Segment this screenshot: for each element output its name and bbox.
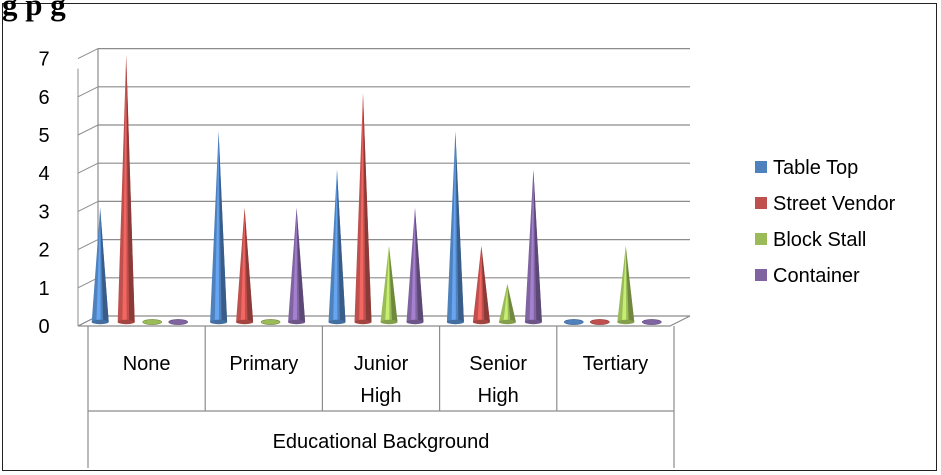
gridline-side-3 [78, 201, 98, 211]
cone-block-stall-tertiary [617, 246, 634, 325]
cone-container-junior-high-base [407, 320, 424, 324]
y-tick-label-4: 4 [38, 163, 49, 185]
legend-label-table-top: Table Top [773, 157, 858, 179]
cone-container-primary-base [288, 320, 305, 324]
legend-swatch-block-stall [755, 233, 767, 245]
cone-container-senior-high-base [525, 320, 542, 324]
cone-street-vendor-none-base [118, 320, 135, 324]
category-label-senior-high-line-2: High [478, 385, 519, 407]
legend-label-block-stall: Block Stall [773, 229, 866, 251]
legend-swatch-container [755, 269, 767, 281]
y-tick-label-5: 5 [38, 125, 49, 147]
cone-street-vendor-junior-high-base [355, 320, 372, 324]
cone-street-vendor-junior-high [355, 93, 372, 324]
cone-street-vendor-tertiary [590, 319, 609, 324]
cone-table-top-tertiary [564, 319, 583, 324]
legend-label-street-vendor: Street Vendor [773, 193, 895, 215]
y-tick-label-7: 7 [38, 49, 49, 71]
category-label-junior-high-line-2: High [360, 385, 401, 407]
cone-container-junior-high [407, 207, 424, 324]
y-tick-label-6: 6 [38, 87, 49, 109]
cone-street-vendor-senior-high-base [473, 320, 490, 324]
category-label-senior-high-line-1: Senior [469, 353, 527, 375]
cone-container-senior-high [525, 169, 542, 324]
cone-block-stall-junior-high-base [381, 320, 398, 324]
gridline-side-6 [78, 87, 98, 97]
cone-table-top-primary-base [210, 320, 227, 324]
cone-container-primary [288, 207, 305, 324]
legend-label-container: Container [773, 265, 860, 287]
legend-swatch-table-top [755, 161, 767, 173]
cone-street-vendor-primary [236, 207, 253, 324]
cone-block-stall-none [143, 319, 162, 324]
cone-container-tertiary [642, 319, 661, 324]
cone-street-vendor-none [118, 55, 135, 325]
cone-block-stall-junior-high [381, 246, 398, 325]
cone-table-top-primary [210, 131, 227, 324]
legend-item-container: Container [755, 264, 935, 288]
cone-table-top-none-base [92, 320, 109, 324]
y-tick-label-2: 2 [38, 240, 49, 262]
cone-block-stall-senior-high-base [499, 320, 516, 324]
cone-table-top-junior-high-base [329, 320, 346, 324]
cone-table-top-senior-high-base [447, 320, 464, 324]
cone-street-vendor-senior-high [473, 246, 490, 325]
category-label-junior-high-line-1: Junior [354, 353, 409, 375]
chart-title: g p g [2, 0, 66, 23]
cone-street-vendor-primary-base [236, 320, 253, 324]
y-tick-label-0: 0 [38, 316, 49, 338]
chart-title-strip: g p g [0, 0, 941, 24]
legend-swatch-street-vendor [755, 197, 767, 209]
gridline-side-4 [78, 163, 98, 173]
category-label-none: None [123, 353, 171, 375]
y-tick-label-3: 3 [38, 201, 49, 223]
cone-table-top-senior-high [447, 131, 464, 324]
category-label-primary: Primary [229, 353, 298, 375]
gridline-side-5 [78, 125, 98, 135]
cone-block-stall-primary [261, 319, 280, 324]
legend-item-street-vendor: Street Vendor [755, 192, 935, 216]
legend-item-block-stall: Block Stall [755, 228, 935, 252]
x-axis-title: Educational Background [273, 431, 490, 453]
cone-block-stall-tertiary-base [617, 320, 634, 324]
chart-legend: Table Top Street Vendor Block Stall Cont… [755, 156, 935, 300]
cone-table-top-none [92, 207, 109, 324]
legend-item-table-top: Table Top [755, 156, 935, 180]
cone-block-stall-senior-high [499, 284, 516, 324]
cone-table-top-junior-high [329, 169, 346, 324]
y-tick-label-1: 1 [38, 278, 49, 300]
category-label-tertiary: Tertiary [583, 353, 649, 375]
gridline-side-7 [78, 49, 98, 59]
cone-container-none [169, 319, 188, 324]
gridline-side-2 [78, 240, 98, 250]
